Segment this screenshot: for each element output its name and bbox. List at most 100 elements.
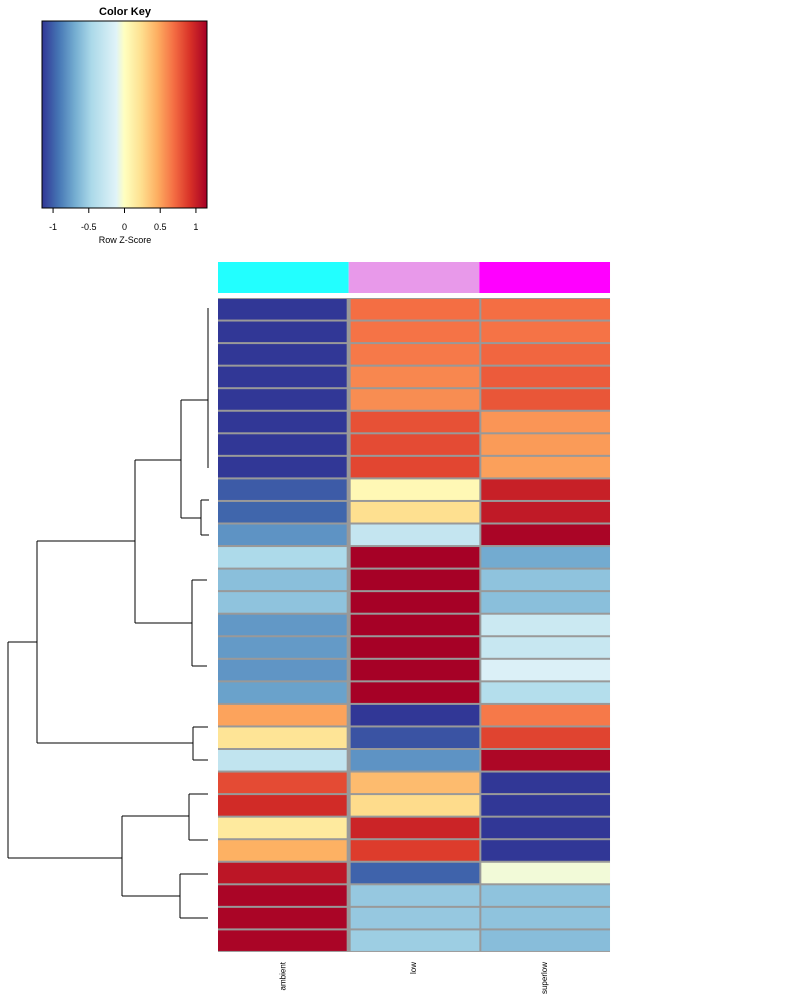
heatmap-cell [481, 389, 611, 410]
heatmap-cell [481, 885, 611, 906]
heatmap-cell [218, 456, 347, 478]
heatmap-cell [350, 321, 480, 343]
heatmap-cell [218, 479, 347, 500]
heatmap-cell [481, 772, 611, 794]
heatmap-cell [218, 795, 347, 816]
heatmap-cell [218, 434, 347, 455]
color-key-title: Color Key [99, 6, 152, 18]
heatmap-cell [350, 411, 480, 433]
color-key-tick-label: 0 [122, 222, 127, 232]
heatmap-cell [350, 479, 480, 500]
color-key-tick-label: -0.5 [81, 222, 97, 232]
heatmap-cell [350, 862, 480, 884]
heatmap-cell [218, 614, 347, 636]
column-labels: ambient low superlow [278, 961, 548, 994]
heatmap-cell [350, 614, 480, 636]
heatmap-cell [350, 501, 480, 523]
heatmap-cell [481, 411, 611, 433]
color-key: Color Key -1 -0.5 0 0.5 1 Row Z-Score [41, 6, 208, 245]
heatmap-cell [350, 772, 480, 794]
heatmap-cell [481, 592, 611, 613]
column-label-superlow: superlow [540, 962, 549, 994]
heatmap-cell [350, 727, 480, 748]
heatmap-cell [218, 547, 347, 568]
heatmap-cell [350, 524, 480, 546]
heatmap-cell [481, 637, 611, 658]
heatmap-cell [218, 524, 347, 546]
heatmap-cell [481, 614, 611, 636]
heatmap-cell [350, 456, 480, 478]
heatmap-cell [481, 795, 611, 816]
heatmap-cell [218, 321, 347, 343]
heatmap-cell [350, 434, 480, 455]
heatmap-cell [481, 456, 611, 478]
heatmap-cell [218, 817, 347, 839]
heatmap-cell [350, 750, 480, 771]
heatmap-cell [350, 299, 480, 320]
heatmap-cell [350, 344, 480, 365]
color-key-gradient [41, 20, 208, 209]
heatmap-cell [481, 501, 611, 523]
heatmap-cell [218, 389, 347, 410]
column-side-colors [218, 262, 611, 293]
heatmap-cell [350, 547, 480, 568]
color-key-tick-label: -1 [49, 222, 57, 232]
heatmap-cell [481, 344, 611, 365]
heatmap-cell [218, 885, 347, 906]
heatmap-cell [218, 411, 347, 433]
heatmap-cell [481, 479, 611, 500]
heatmap-cell [218, 772, 347, 794]
heatmap-cell [481, 862, 611, 884]
heatmap-cell [218, 840, 347, 861]
heatmap-cell [481, 547, 611, 568]
heatmap-cell [218, 727, 347, 748]
heatmap-cell [481, 524, 611, 546]
heatmap-cell [481, 750, 611, 771]
heatmap-cell [218, 592, 347, 613]
heatmap-cell [218, 659, 347, 681]
heatmap-cell [218, 569, 347, 591]
heatmap-cell [481, 659, 611, 681]
heatmap-cell [218, 750, 347, 771]
heatmap-cell [350, 366, 480, 388]
heatmap-cell [481, 727, 611, 748]
heatmap-cell [350, 659, 480, 681]
heatmap-cell [350, 885, 480, 906]
color-key-xlabel: Row Z-Score [99, 235, 152, 245]
column-side-color-ambient [218, 262, 349, 293]
heatmap-cell [218, 862, 347, 884]
color-key-tick-label: 1 [193, 222, 198, 232]
heatmap-cell [481, 907, 611, 929]
color-key-tick-label: 0.5 [154, 222, 167, 232]
heatmap-cell [218, 907, 347, 929]
heatmap-cell [481, 434, 611, 455]
heatmap-cells [218, 298, 611, 952]
heatmap-cell [481, 299, 611, 320]
heatmap-cell [481, 366, 611, 388]
heatmap-cell [350, 907, 480, 929]
heatmap-cell [218, 682, 347, 703]
heatmap-cell [218, 299, 347, 320]
heatmap-cell [218, 704, 347, 726]
heatmap-cell [218, 344, 347, 365]
column-side-color-superlow [479, 262, 611, 293]
heatmap-cell [218, 930, 347, 951]
heatmap-cell [481, 321, 611, 343]
heatmap-cell [350, 795, 480, 816]
dendrogram-branches [7, 308, 209, 919]
color-key-ticks: -1 -0.5 0 0.5 1 [49, 208, 198, 232]
heatmap-cell [481, 817, 611, 839]
column-label-ambient: ambient [278, 961, 287, 990]
heatmap-cell [350, 569, 480, 591]
row-dendrogram [7, 308, 209, 919]
heatmap-cell [218, 501, 347, 523]
column-label-low: low [409, 962, 418, 974]
heatmap-cell [350, 840, 480, 861]
heatmap-cell [481, 704, 611, 726]
heatmap-cell [350, 817, 480, 839]
heatmap-cell [481, 682, 611, 703]
heatmap-cell [481, 569, 611, 591]
heatmap-cell [350, 637, 480, 658]
heatmap-cell [350, 389, 480, 410]
column-side-color-low [348, 262, 480, 293]
